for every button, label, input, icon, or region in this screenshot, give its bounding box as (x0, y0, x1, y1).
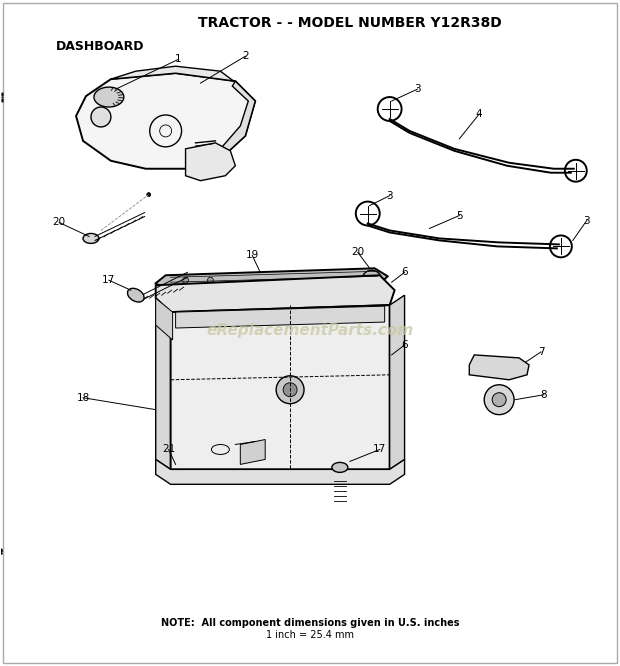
Text: 21: 21 (162, 444, 175, 454)
Circle shape (484, 385, 514, 415)
Text: TRACTOR - - MODEL NUMBER Y12R38D: TRACTOR - - MODEL NUMBER Y12R38D (198, 17, 502, 31)
Text: 19: 19 (246, 250, 259, 260)
Text: eReplacementParts.com: eReplacementParts.com (206, 322, 414, 338)
Circle shape (91, 107, 111, 127)
Ellipse shape (94, 87, 124, 107)
Text: 8: 8 (541, 390, 547, 400)
Polygon shape (170, 305, 389, 470)
Text: 20: 20 (53, 218, 66, 228)
Ellipse shape (128, 288, 144, 302)
Text: 5: 5 (456, 210, 463, 220)
Circle shape (283, 383, 297, 397)
Text: NOTE:  All component dimensions given in U.S. inches: NOTE: All component dimensions given in … (161, 617, 459, 627)
Circle shape (367, 275, 377, 285)
Text: 18: 18 (76, 393, 90, 403)
Polygon shape (156, 460, 405, 484)
Circle shape (367, 277, 373, 283)
Text: 6: 6 (401, 340, 408, 350)
Text: 2: 2 (242, 51, 249, 61)
Polygon shape (389, 295, 405, 470)
Text: 17: 17 (373, 444, 386, 454)
Polygon shape (156, 268, 388, 290)
Text: 3: 3 (386, 190, 393, 200)
Circle shape (361, 270, 382, 290)
Text: 3: 3 (583, 216, 590, 226)
Polygon shape (76, 73, 255, 168)
Text: 20: 20 (351, 247, 365, 257)
Circle shape (208, 277, 213, 283)
Text: 6: 6 (401, 267, 408, 277)
Polygon shape (175, 306, 384, 328)
Polygon shape (469, 355, 529, 380)
Polygon shape (111, 66, 241, 86)
Text: 3: 3 (414, 84, 421, 94)
Circle shape (276, 376, 304, 404)
Circle shape (347, 277, 353, 283)
Text: 1: 1 (175, 54, 182, 64)
Circle shape (492, 393, 506, 407)
Polygon shape (241, 440, 265, 464)
Ellipse shape (83, 234, 99, 243)
Text: DASHBOARD: DASHBOARD (56, 40, 144, 53)
Circle shape (182, 277, 188, 283)
Polygon shape (156, 298, 172, 340)
Circle shape (147, 192, 151, 196)
Polygon shape (220, 81, 255, 159)
Text: 7: 7 (538, 347, 544, 357)
Polygon shape (156, 275, 394, 312)
Text: 1 inch = 25.4 mm: 1 inch = 25.4 mm (266, 629, 354, 639)
Polygon shape (185, 143, 236, 180)
Ellipse shape (332, 462, 348, 472)
Text: 4: 4 (476, 109, 482, 119)
Polygon shape (156, 298, 171, 470)
Text: 17: 17 (102, 275, 115, 285)
